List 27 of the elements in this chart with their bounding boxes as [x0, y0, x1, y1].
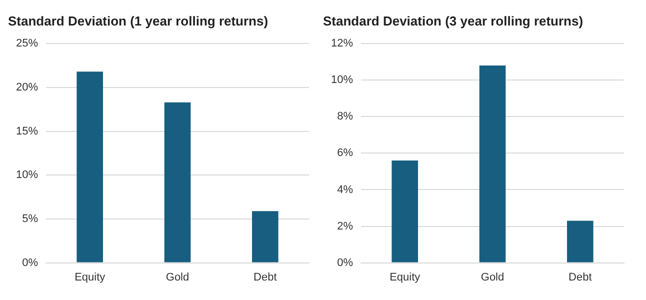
- y-tick-label: 6%: [337, 147, 354, 160]
- y-tick-label: 25%: [16, 38, 38, 50]
- chart-title: Standard Deviation (3 year rolling returns): [323, 13, 584, 28]
- x-tick-label: Gold: [166, 271, 190, 284]
- bar: [164, 102, 191, 262]
- bar: [567, 220, 594, 262]
- bar: [479, 66, 506, 262]
- y-tick-label: 2%: [337, 220, 354, 232]
- y-tick-label: 20%: [16, 81, 38, 94]
- x-tick-label: Debt: [568, 271, 592, 284]
- y-tick-label: 8%: [337, 110, 354, 123]
- x-tick-label: Equity: [74, 271, 106, 284]
- bar: [252, 211, 278, 262]
- y-tick-label: 0%: [22, 256, 38, 269]
- bar: [76, 72, 103, 262]
- y-tick-label: 4%: [337, 184, 354, 196]
- x-tick-label: Equity: [390, 271, 421, 284]
- y-tick-label: 10%: [330, 74, 354, 86]
- x-tick-label: Gold: [480, 271, 504, 284]
- x-tick-label: Debt: [254, 271, 277, 284]
- bar: [392, 160, 418, 262]
- y-tick-label: 15%: [16, 125, 38, 138]
- y-tick-label: 0%: [337, 256, 354, 269]
- chart-title: Standard Deviation (1 year rolling returns): [8, 13, 268, 28]
- y-tick-label: 10%: [16, 169, 38, 182]
- y-tick-label: 12%: [330, 38, 354, 50]
- y-tick-label: 5%: [22, 212, 38, 225]
